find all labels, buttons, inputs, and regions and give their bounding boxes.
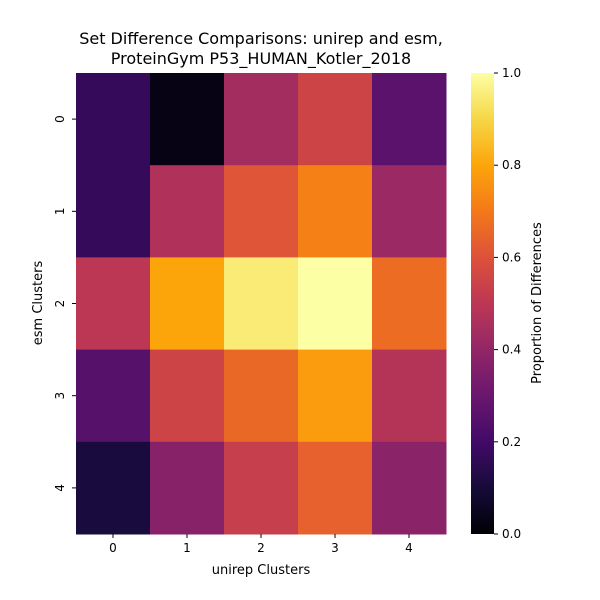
y-tick-label: 2 <box>53 300 67 308</box>
x-axis-ticks: 0 1 2 3 4 <box>109 534 413 555</box>
heatmap-cell-0-1 <box>150 73 225 166</box>
heatmap-cell-4-0 <box>76 441 151 535</box>
heatmap-cell-1-3 <box>298 165 373 258</box>
heatmap-cell-0-2 <box>224 73 299 166</box>
heatmap-cell-2-2 <box>224 257 299 351</box>
y-axis-label: esm Clusters <box>31 261 46 346</box>
colorbar-tick-label: 0.8 <box>502 158 521 172</box>
x-axis-label: unirep Clusters <box>212 563 311 578</box>
colorbar-label: Proportion of Differences <box>530 222 545 384</box>
colorbar-ticks: 0.0 0.2 0.4 0.6 0.8 1.0 <box>494 66 521 541</box>
y-tick-label: 1 <box>53 207 67 215</box>
heatmap-cell-2-0 <box>76 257 151 351</box>
colorbar <box>471 73 494 534</box>
colorbar-tick-label: 1.0 <box>502 66 521 80</box>
heatmap-cell-4-4 <box>372 441 447 535</box>
y-tick-label: 0 <box>53 115 67 123</box>
chart-title-line2: ProteinGym P53_HUMAN_Kotler_2018 <box>111 49 411 69</box>
heatmap-cells <box>76 73 447 535</box>
heatmap-cell-3-2 <box>224 349 299 443</box>
heatmap-cell-1-4 <box>372 165 447 258</box>
heatmap-cell-2-3 <box>298 257 373 351</box>
heatmap-cell-2-1 <box>150 257 225 351</box>
heatmap-cell-1-0 <box>76 165 151 258</box>
y-tick-label: 3 <box>53 392 67 400</box>
chart-title-line1: Set Difference Comparisons: unirep and e… <box>79 29 443 48</box>
colorbar-tick-label: 0.4 <box>502 343 521 357</box>
heatmap-cell-0-4 <box>372 73 447 166</box>
x-tick-label: 1 <box>183 541 191 555</box>
x-tick-label: 0 <box>109 541 117 555</box>
heatmap-cell-4-3 <box>298 441 373 535</box>
colorbar-tick-label: 0.2 <box>502 435 521 449</box>
heatmap-cell-0-0 <box>76 73 151 166</box>
heatmap-cell-0-3 <box>298 73 373 166</box>
heatmap-cell-3-1 <box>150 349 225 443</box>
heatmap-cell-4-1 <box>150 441 225 535</box>
heatmap-cell-4-2 <box>224 441 299 535</box>
y-axis-ticks: 0 1 2 3 4 <box>53 115 76 492</box>
heatmap-cell-2-4 <box>372 257 447 351</box>
colorbar-tick-label: 0.0 <box>502 527 521 541</box>
y-tick-label: 4 <box>53 484 67 492</box>
heatmap-cell-1-2 <box>224 165 299 258</box>
heatmap-cell-3-4 <box>372 349 447 443</box>
x-tick-label: 4 <box>405 541 413 555</box>
x-tick-label: 3 <box>331 541 339 555</box>
heatmap-cell-3-0 <box>76 349 151 443</box>
colorbar-tick-label: 0.6 <box>502 250 521 264</box>
heatmap-cell-1-1 <box>150 165 225 258</box>
heatmap-cell-3-3 <box>298 349 373 443</box>
x-tick-label: 2 <box>257 541 265 555</box>
